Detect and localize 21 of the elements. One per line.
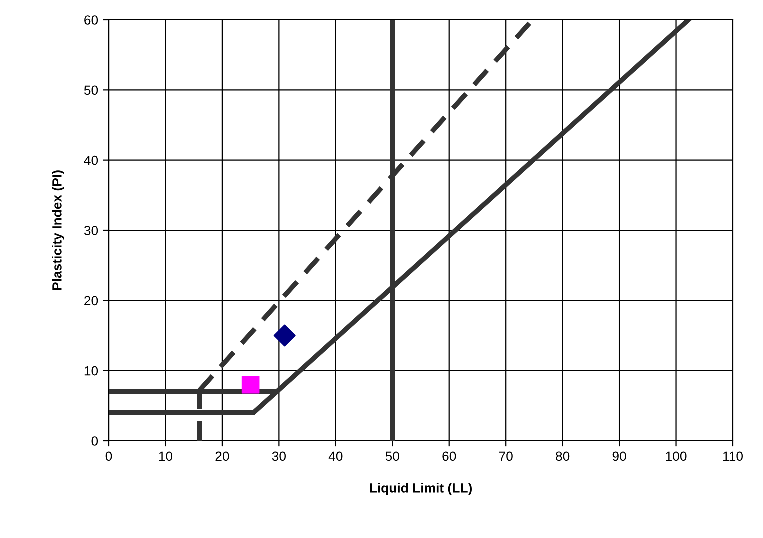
x-tick-label: 50 [386, 452, 400, 462]
y-tick-label: 30 [84, 226, 98, 236]
y-tick-label: 20 [84, 296, 98, 306]
x-tick-label: 70 [499, 452, 513, 462]
x-tick-label: 0 [106, 452, 112, 462]
x-tick-label: 10 [159, 452, 173, 462]
y-tick-label: 10 [84, 366, 98, 376]
y-tick-label: 50 [84, 86, 98, 96]
y-tick-label: 0 [92, 436, 98, 446]
x-axis-title: Liquid Limit (LL) [370, 483, 472, 496]
x-tick-label: 110 [723, 452, 744, 462]
x-tick-label: 60 [442, 452, 456, 462]
y-tick-label: 40 [84, 156, 98, 166]
y-tick-label: 60 [84, 16, 98, 25]
x-tick-label: 80 [556, 452, 570, 462]
x-tick-label: 90 [612, 452, 626, 462]
x-tick-label: 30 [272, 452, 286, 462]
x-tick-label: 20 [216, 452, 230, 462]
x-tick-label: 40 [328, 452, 343, 462]
y-axis-title: Plasticity Index (PI) [52, 170, 64, 290]
x-tick-label: 100 [666, 452, 687, 462]
